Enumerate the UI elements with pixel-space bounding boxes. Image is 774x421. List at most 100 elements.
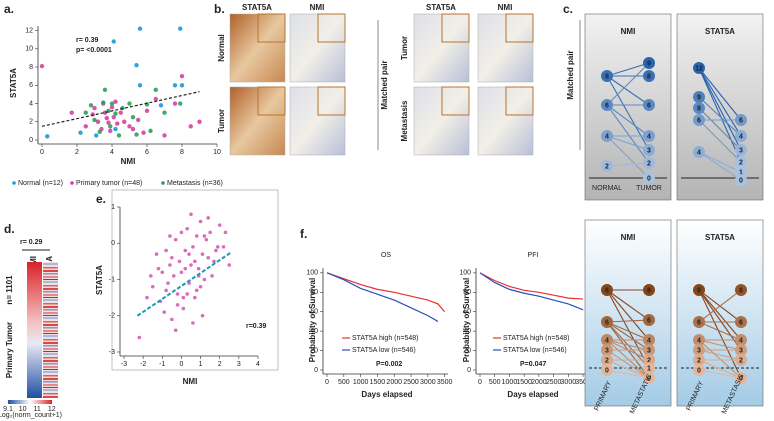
data-point xyxy=(137,335,142,340)
data-point xyxy=(198,219,203,224)
y-tick-label: 0 xyxy=(29,137,33,144)
panel-label: b. xyxy=(214,2,225,16)
data-point xyxy=(206,255,211,260)
sample-count: n= 1101 xyxy=(5,275,14,305)
count-label: 6 xyxy=(647,102,651,109)
x-tick-label: -1 xyxy=(159,361,165,368)
data-point xyxy=(153,87,158,93)
data-point xyxy=(168,234,172,238)
legend-marker xyxy=(70,181,74,185)
pair-link xyxy=(606,289,650,321)
count-label: 6 xyxy=(697,117,701,124)
data-point xyxy=(194,234,199,238)
pair-link xyxy=(606,104,650,164)
x-tick-label: 1 xyxy=(199,361,203,368)
data-point xyxy=(111,115,116,120)
group-label: Matched pair xyxy=(380,60,389,109)
count-label: 4 xyxy=(739,133,743,140)
data-point xyxy=(92,117,97,123)
y-tick-label: 1 xyxy=(111,204,115,211)
data-point xyxy=(198,284,203,289)
count-label: 3 xyxy=(739,347,743,354)
data-point xyxy=(141,130,146,135)
x-axis-label: Days elapsed xyxy=(361,390,412,399)
x-tick-label: 1500 xyxy=(370,379,386,386)
x-tick-label: 1000 xyxy=(353,379,369,386)
panel-label: a. xyxy=(4,2,14,16)
legend-marker xyxy=(12,181,16,185)
data-point xyxy=(214,248,218,253)
count-label: 2 xyxy=(647,160,651,167)
count-label: 8 xyxy=(697,105,701,112)
pair-link xyxy=(698,96,742,137)
data-point xyxy=(189,212,193,217)
ihc-inset xyxy=(441,13,470,43)
data-point xyxy=(227,263,232,267)
chart-title: PFI xyxy=(528,252,539,259)
y-tick-label: -3 xyxy=(109,349,115,356)
annotation: P=0.002 xyxy=(376,361,402,368)
y-tick-label: 20 xyxy=(310,347,318,354)
y-axis-label: STAT5A xyxy=(9,68,18,98)
sample-group: Primary Tumor xyxy=(5,322,14,378)
count-label: 0 xyxy=(647,375,651,382)
data-point xyxy=(162,110,167,115)
trend-line xyxy=(41,91,200,127)
count-node xyxy=(735,144,747,156)
data-point xyxy=(216,245,220,249)
count-label: 2 xyxy=(647,357,651,364)
x-tick-label: 0 xyxy=(40,149,44,156)
group-label: Matched pair xyxy=(566,50,575,99)
pair-link xyxy=(698,339,742,379)
count-label: 0 xyxy=(739,375,743,382)
y-tick-label: 0 xyxy=(467,367,471,374)
group-axis-label: TUMOR xyxy=(636,185,662,192)
data-point xyxy=(106,120,111,125)
survival-curve xyxy=(479,272,584,300)
data-point xyxy=(191,321,195,325)
group-axis-label: NORMAL xyxy=(592,185,622,192)
data-point xyxy=(154,252,159,256)
x-tick-label: 3 xyxy=(237,361,241,368)
x-tick-label: 2 xyxy=(75,149,79,156)
pair-link xyxy=(606,135,650,179)
data-point xyxy=(179,230,184,235)
count-label: 4 xyxy=(605,133,609,140)
count-label: 8 xyxy=(647,287,651,294)
count-label: 6 xyxy=(605,319,609,326)
data-point xyxy=(118,110,123,115)
data-point xyxy=(221,245,226,249)
data-point xyxy=(193,295,197,300)
count-node xyxy=(601,160,613,172)
y-tick-label: 100 xyxy=(306,270,318,277)
data-point xyxy=(212,259,216,264)
data-point xyxy=(156,266,161,271)
data-point xyxy=(175,303,180,307)
data-point xyxy=(202,277,207,282)
y-tick-label: 20 xyxy=(463,347,471,354)
pair-link xyxy=(606,359,650,379)
count-node xyxy=(693,354,705,366)
count-node xyxy=(693,284,705,296)
pair-link xyxy=(606,62,650,77)
chart-title: OS xyxy=(381,252,391,259)
count-node xyxy=(601,334,613,346)
ihc-inset xyxy=(505,13,534,43)
data-point xyxy=(171,274,176,278)
count-label: 6 xyxy=(605,102,609,109)
slope-panel xyxy=(676,13,764,201)
count-label: 6 xyxy=(739,319,743,326)
data-point xyxy=(185,292,189,296)
count-node xyxy=(693,364,705,376)
slope-panel xyxy=(584,219,672,407)
count-label: 8 xyxy=(605,287,609,294)
data-point xyxy=(170,255,174,260)
data-point xyxy=(113,111,118,116)
count-node xyxy=(601,344,613,356)
slope-panel xyxy=(676,219,764,407)
data-point xyxy=(162,133,167,138)
count-node xyxy=(693,316,705,328)
y-axis-label: Probability of Survival xyxy=(462,278,471,362)
count-label: 6 xyxy=(697,319,701,326)
y-tick-label: 60 xyxy=(463,309,471,316)
